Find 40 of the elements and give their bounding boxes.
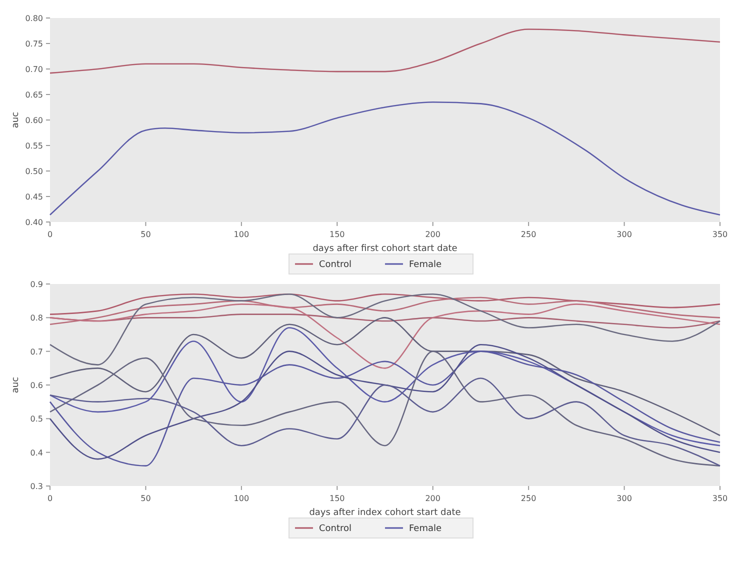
x-tick-label: 300 (616, 230, 632, 239)
y-tick-label: 0.75 (25, 40, 43, 48)
x-tick-label: 50 (140, 494, 151, 503)
y-tick-label: 0.9 (30, 280, 43, 289)
y-tick-label: 0.55 (25, 142, 43, 150)
x-axis-title: days after index cohort start date (309, 508, 462, 518)
x-tick-label: 100 (234, 230, 250, 239)
x-tick-label: 150 (330, 494, 345, 503)
y-tick-label: 0.6 (30, 381, 43, 390)
legend-label: Control (319, 524, 352, 534)
y-tick-label: 0.60 (25, 116, 43, 125)
legend-label: Female (409, 524, 442, 534)
y-axis-title: auc (11, 112, 21, 128)
x-tick-label: 250 (520, 494, 536, 503)
x-tick-label: 0 (47, 494, 53, 503)
y-tick-label: 0.4 (30, 448, 43, 458)
y-tick-label: 0.80 (25, 14, 43, 23)
x-tick-label: 200 (425, 230, 440, 239)
y-tick-label: 0.70 (25, 65, 43, 74)
x-axis-title: days after first cohort start date (312, 244, 458, 254)
y-tick-label: 0.65 (25, 90, 43, 100)
x-tick-label: 200 (425, 494, 440, 503)
y-tick-label: 0.3 (30, 482, 43, 491)
legend-label: Control (319, 260, 352, 270)
x-tick-label: 50 (140, 230, 151, 239)
x-tick-label: 350 (712, 494, 728, 503)
x-tick-label: 0 (47, 230, 53, 239)
x-tick-label: 350 (712, 230, 728, 239)
x-tick-label: 150 (330, 230, 345, 239)
y-tick-label: 0.5 (30, 414, 43, 424)
x-tick-label: 250 (520, 230, 536, 239)
x-tick-label: 100 (234, 494, 250, 503)
y-tick-label: 0.50 (25, 167, 43, 176)
y-tick-label: 0.7 (30, 347, 43, 356)
y-tick-label: 0.40 (25, 218, 43, 227)
legend-label: Female (409, 260, 442, 270)
y-tick-label: 0.8 (30, 314, 43, 323)
y-axis-title: auc (11, 376, 21, 394)
y-tick-label: 0.45 (25, 192, 43, 202)
x-tick-label: 300 (616, 494, 632, 503)
